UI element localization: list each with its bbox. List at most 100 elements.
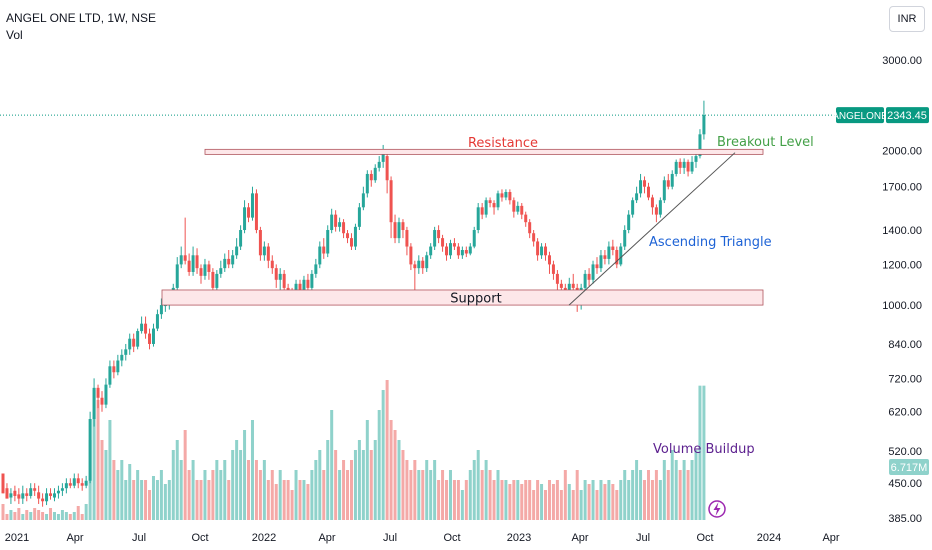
candle-body xyxy=(49,493,53,496)
volume-bar xyxy=(373,440,377,520)
candle-body xyxy=(274,268,278,280)
volume-bar xyxy=(72,512,76,520)
lightning-icon[interactable] xyxy=(708,500,726,518)
volume-bar xyxy=(393,430,397,520)
candle-body xyxy=(603,255,607,259)
currency-button[interactable]: INR xyxy=(889,6,925,32)
annotations-layer: Resistance Support Breakout Level Ascend… xyxy=(0,114,860,457)
candle-body xyxy=(433,230,437,247)
volume-bar xyxy=(365,420,369,520)
candle-body xyxy=(262,246,266,256)
candle-body xyxy=(243,207,247,231)
candle-body xyxy=(247,207,251,218)
volume-bar xyxy=(183,430,187,520)
volume-bar xyxy=(464,480,468,520)
candle-body xyxy=(223,258,227,269)
ascending-triangle-label: Ascending Triangle xyxy=(649,235,772,250)
volume-bar xyxy=(45,514,49,520)
volume-bar xyxy=(270,470,274,520)
candle-body xyxy=(456,246,460,256)
volume-bar xyxy=(318,450,322,520)
volume-bar xyxy=(96,400,100,520)
x-tick-label: Apr xyxy=(318,532,335,544)
candle-body xyxy=(654,207,658,215)
volume-bar xyxy=(690,460,694,520)
volume-bar xyxy=(334,450,338,520)
candle-body xyxy=(84,480,88,486)
candle-body xyxy=(29,488,33,496)
candle-body xyxy=(698,134,702,157)
candle-body xyxy=(191,255,195,272)
y-tick-label: 450.00 xyxy=(888,478,922,490)
volume-bar xyxy=(278,470,282,520)
candle-body xyxy=(108,366,112,385)
candle-body xyxy=(219,268,223,274)
axes-layer: 3000.00 2000.00 1700.00 1400.00 1200.00 1000.… xyxy=(5,55,922,544)
candle-body xyxy=(183,255,187,261)
volume-bar xyxy=(128,464,132,520)
candle-body xyxy=(472,230,476,247)
volume-bar xyxy=(635,460,639,520)
candle-body xyxy=(421,260,425,269)
price-tag-name-bg xyxy=(836,107,884,124)
volume-bar xyxy=(615,490,619,520)
volume-bar xyxy=(579,490,583,520)
candle-body xyxy=(112,366,116,373)
volume-bar xyxy=(425,460,429,520)
volume-bar xyxy=(140,480,144,520)
candle-body xyxy=(512,200,516,212)
candle-body xyxy=(520,205,524,215)
y-tick-label: 620.00 xyxy=(888,407,922,419)
volume-bar xyxy=(413,460,417,520)
y-tick-label: 1200.00 xyxy=(882,259,922,271)
volume-bar xyxy=(349,460,353,520)
candle-body xyxy=(37,492,41,499)
volume-bar xyxy=(445,480,449,520)
candle-body xyxy=(163,305,167,307)
candle-body xyxy=(56,490,60,494)
volume-bar xyxy=(361,450,365,520)
volume-bar xyxy=(5,514,9,520)
candle-body xyxy=(425,255,429,269)
volume-bar xyxy=(369,450,373,520)
price-tag-value-bg xyxy=(886,107,929,124)
candle-body xyxy=(595,264,599,269)
volume-layer xyxy=(1,380,706,520)
volume-bar xyxy=(512,480,516,520)
x-tick-label: Jul xyxy=(636,532,650,544)
volume-bar xyxy=(258,470,262,520)
symbol-title: ANGEL ONE LTD, 1W, NSE xyxy=(6,11,157,25)
volume-bar xyxy=(536,480,540,520)
volume-bar xyxy=(516,480,520,520)
volume-bar xyxy=(476,450,480,520)
volume-bar xyxy=(571,490,575,520)
volume-bar xyxy=(9,510,13,520)
volume-bar xyxy=(13,512,17,520)
volume-bar xyxy=(437,480,441,520)
volume-bar xyxy=(175,440,179,520)
volume-bar xyxy=(678,470,682,520)
volume-bar xyxy=(144,480,148,520)
candle-body xyxy=(544,246,548,256)
candle-body xyxy=(678,161,682,168)
candle-body xyxy=(393,222,397,239)
candle-body xyxy=(639,180,643,194)
candle-body xyxy=(385,156,389,181)
volume-tag-value: 6.717M xyxy=(891,462,928,474)
volume-bar xyxy=(397,440,401,520)
volume-bar xyxy=(421,470,425,520)
candle-body xyxy=(670,173,674,187)
candle-body xyxy=(496,193,500,208)
volume-bar xyxy=(84,504,88,520)
candle-body xyxy=(330,214,334,231)
volume-bar xyxy=(17,508,21,520)
volume-bar xyxy=(433,460,437,520)
candle-body xyxy=(643,180,647,187)
candle-body xyxy=(298,283,302,293)
volume-bar xyxy=(124,480,128,520)
chart-legend: ANGEL ONE LTD, 1W, NSE Vol xyxy=(6,10,156,44)
candle-body xyxy=(96,387,100,398)
volume-bar xyxy=(219,470,223,520)
volume-bar xyxy=(639,470,643,520)
